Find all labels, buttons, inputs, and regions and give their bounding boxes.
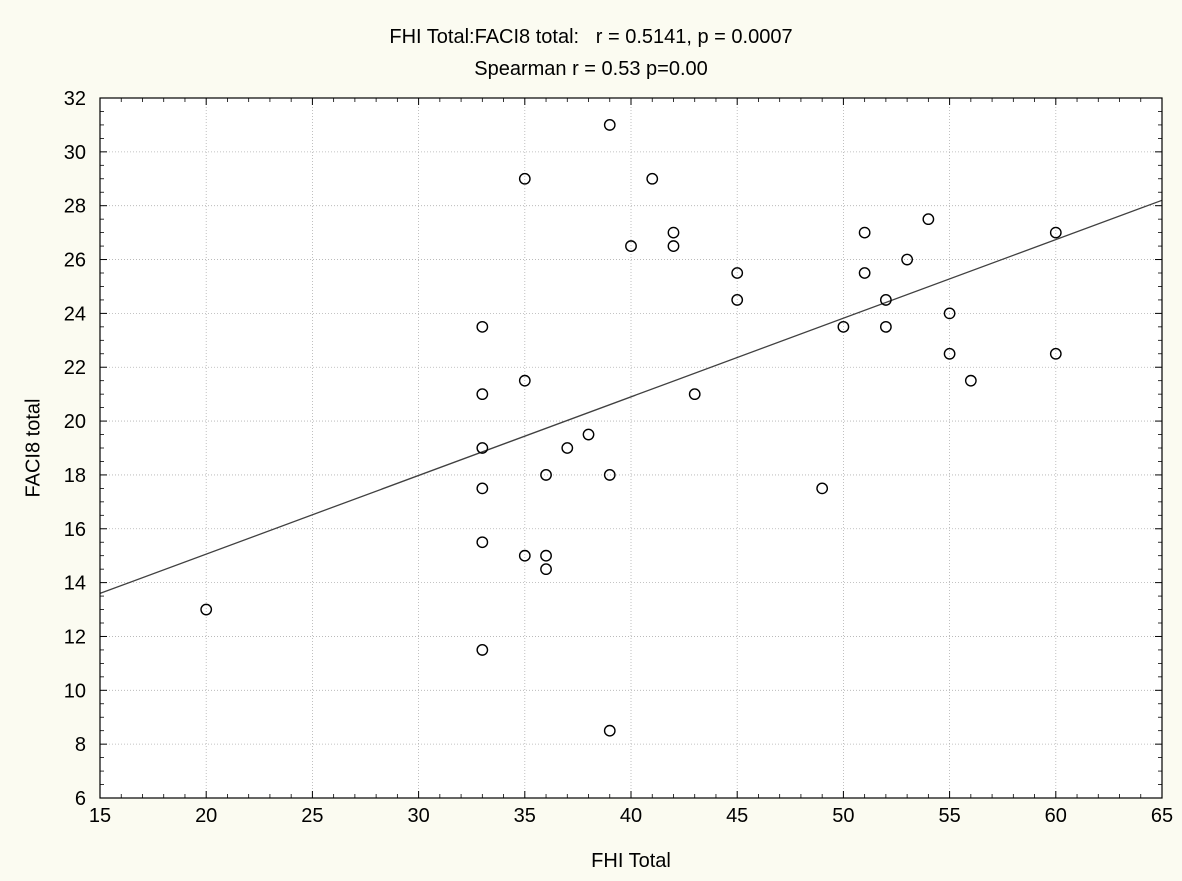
data-point (561, 442, 574, 454)
data-point (943, 307, 956, 320)
data-point (964, 374, 977, 387)
plot-area (100, 98, 1162, 798)
y-tick-label: 14 (64, 573, 86, 595)
data-point (200, 603, 213, 616)
data-point (879, 320, 892, 333)
x-tick-label: 55 (938, 805, 960, 827)
x-tick-label: 40 (620, 805, 642, 827)
y-tick-label: 22 (64, 357, 86, 379)
y-tick-label: 12 (64, 626, 86, 648)
y-tick-label: 6 (75, 788, 86, 810)
data-point (625, 240, 637, 252)
x-axis-label: FHI Total (591, 850, 671, 872)
y-tick-label: 32 (64, 88, 86, 110)
data-point (1049, 226, 1062, 239)
data-point (518, 172, 531, 185)
data-point (667, 226, 680, 239)
y-tick-label: 10 (64, 680, 86, 702)
data-point (476, 320, 489, 333)
y-tick-label: 8 (75, 734, 86, 756)
y-tick-label: 28 (64, 196, 86, 218)
data-point (603, 469, 616, 481)
data-point (603, 724, 616, 737)
x-tick-label: 20 (195, 805, 217, 827)
data-point (540, 469, 552, 481)
data-point (901, 253, 914, 266)
x-tick-label: 45 (726, 805, 748, 827)
regression-layer (99, 199, 1163, 594)
ticks-layer: 15 20 25 30 35 40 45 50 55 60 65 6 8 10 12 14 16 18 20 22 24… (64, 88, 1173, 827)
data-point (476, 388, 489, 401)
data-point (1049, 347, 1062, 360)
data-point (646, 172, 659, 185)
data-point (582, 428, 595, 441)
data-point (922, 213, 935, 226)
data-point (731, 294, 744, 306)
points-layer (200, 119, 1062, 737)
data-point (858, 226, 871, 239)
x-tick-label: 30 (407, 805, 429, 827)
y-axis-label: FACI8 total (22, 398, 45, 498)
x-tick-label: 15 (89, 805, 111, 827)
plot-frame (99, 97, 1163, 799)
regression-line (99, 199, 1163, 594)
data-point (476, 442, 489, 454)
y-tick-label: 18 (64, 465, 86, 487)
grid (100, 98, 1162, 798)
y-tick-label: 30 (64, 142, 86, 164)
data-point (837, 320, 850, 333)
data-point (476, 482, 489, 495)
data-point (540, 563, 552, 576)
x-tick-label: 65 (1151, 805, 1173, 827)
x-tick-label: 35 (514, 805, 536, 827)
data-point (731, 267, 744, 279)
data-point (816, 482, 829, 495)
data-point (518, 374, 531, 387)
y-tick-label: 20 (64, 411, 86, 433)
x-tick-label: 50 (832, 805, 854, 827)
y-tick-label: 16 (64, 519, 86, 541)
x-tick-label: 60 (1045, 805, 1067, 827)
y-tick-label: 26 (64, 250, 86, 272)
data-point (688, 388, 701, 401)
y-tick-label: 24 (64, 303, 86, 325)
data-point (667, 240, 680, 252)
data-point (943, 347, 956, 360)
data-point (879, 294, 892, 306)
data-point (476, 644, 489, 656)
data-point (518, 549, 531, 562)
data-point (603, 119, 616, 131)
x-tick-label: 25 (301, 805, 323, 827)
chart-subtitle: Spearman r = 0.53 p=0.00 (474, 58, 708, 80)
data-point (540, 549, 552, 562)
data-point (476, 536, 489, 549)
data-point (858, 267, 871, 279)
chart-title: FHI Total:FACI8 total: r = 0.5141, p = 0… (389, 26, 793, 48)
